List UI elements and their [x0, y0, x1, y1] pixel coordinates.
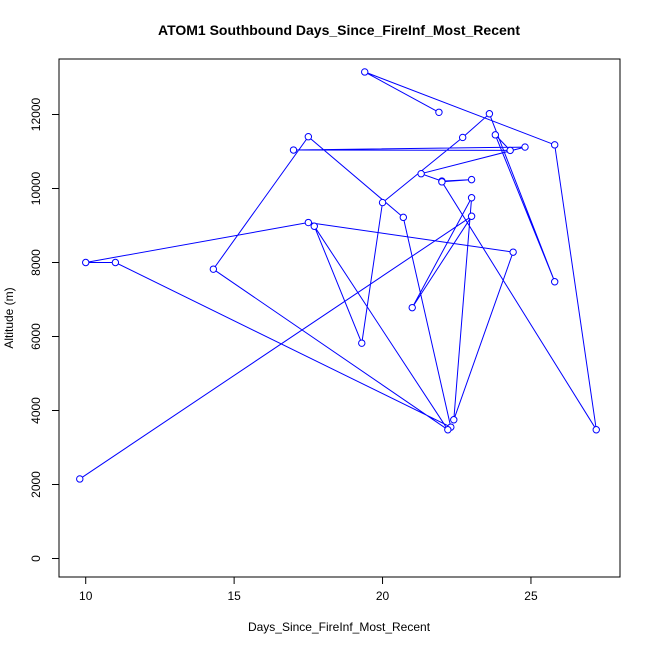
data-point: [592, 426, 600, 434]
y-tick-label: 0: [29, 555, 43, 562]
data-point: [361, 68, 369, 76]
x-axis-label: Days_Since_FireInf_Most_Recent: [248, 620, 431, 634]
x-tick-label: 25: [524, 589, 538, 603]
data-point: [467, 175, 476, 184]
data-point: [450, 416, 458, 424]
data-point: [111, 258, 120, 267]
series-layer: [76, 68, 600, 483]
data-point: [358, 339, 366, 347]
data-point: [417, 170, 425, 178]
data-point: [509, 248, 517, 256]
x-tick-label: 10: [79, 589, 93, 603]
data-point: [521, 143, 529, 151]
data-point: [458, 133, 467, 142]
plot-frame: [58, 58, 621, 578]
data-point: [310, 222, 318, 230]
data-point: [82, 258, 90, 267]
x-axis: 10 15 20 25: [79, 577, 538, 603]
x-tick-label: 15: [227, 589, 241, 603]
data-point: [438, 178, 446, 186]
y-tick-label: 10000: [29, 171, 43, 205]
data-point: [408, 303, 416, 312]
data-point: [444, 426, 452, 434]
y-tick-label: 12000: [29, 97, 43, 131]
data-point: [506, 146, 514, 155]
data-point: [550, 141, 559, 149]
data-point: [76, 475, 84, 483]
data-point: [485, 110, 494, 118]
data-point: [399, 213, 408, 222]
data-point: [304, 133, 313, 141]
y-tick-label: 6000: [29, 323, 43, 350]
data-point: [435, 108, 443, 116]
y-axis-label: Altitude (m): [2, 287, 16, 348]
data-point: [209, 265, 218, 273]
data-point: [304, 218, 313, 227]
data-point: [378, 198, 387, 207]
data-point: [491, 131, 500, 139]
series-line: [79, 71, 597, 480]
data-point: [467, 212, 476, 220]
y-axis: 0 2000 4000 6000 8000 10000 12000: [29, 97, 59, 562]
chart-title: ATOM1 Southbound Days_Since_FireInf_Most…: [158, 22, 520, 38]
x-tick-label: 20: [376, 589, 390, 603]
y-tick-label: 4000: [29, 397, 43, 424]
y-tick-label: 8000: [29, 249, 43, 276]
data-point: [467, 194, 476, 202]
data-point: [550, 278, 559, 286]
data-point: [289, 146, 298, 154]
y-tick-label: 2000: [29, 471, 43, 498]
